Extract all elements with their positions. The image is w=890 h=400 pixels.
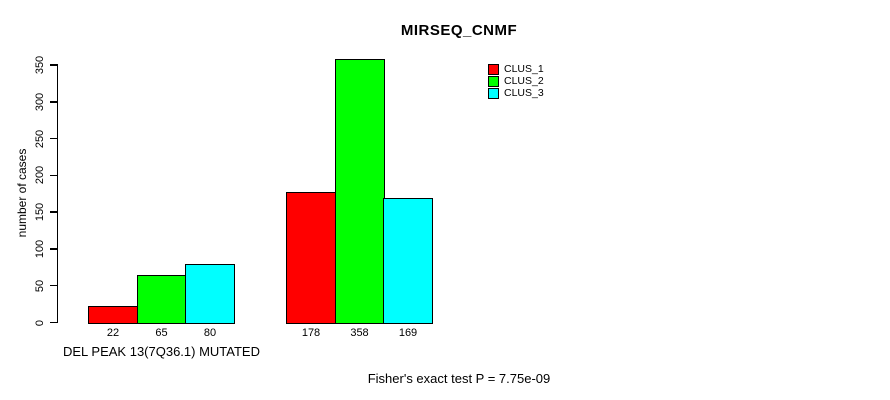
legend: CLUS_1 CLUS_2 CLUS_3 (488, 63, 544, 100)
y-tick (49, 137, 57, 140)
y-tick-label: 0 (34, 319, 46, 326)
y-tick (49, 101, 57, 103)
legend-item-clus_1: CLUS_1 (488, 63, 544, 75)
legend-label: CLUS_2 (504, 75, 544, 88)
y-tick (49, 64, 57, 66)
bar-value-label: 65 (155, 327, 168, 339)
bar-value-label: 169 (398, 327, 418, 339)
legend-swatch-icon (488, 75, 499, 87)
y-tick-label: 100 (34, 239, 46, 259)
legend-label: CLUS_3 (504, 87, 544, 100)
y-tick (49, 321, 57, 324)
y-tick-label: 250 (34, 129, 46, 148)
legend-swatch-icon (488, 63, 499, 75)
bar-clus_3-group2 (383, 198, 433, 324)
y-axis-line (56, 64, 58, 324)
bar-value-label: 178 (301, 327, 321, 339)
legend-swatch-icon (488, 87, 499, 99)
y-tick (49, 211, 57, 213)
legend-label: CLUS_1 (504, 63, 544, 76)
chart-title: MIRSEQ_CNMF (400, 22, 518, 39)
bar-clus_2-group1 (136, 274, 187, 324)
bar-clus_2-group2 (334, 59, 385, 324)
legend-item-clus_2: CLUS_2 (488, 75, 544, 87)
y-tick (49, 174, 57, 177)
x-group-label: DEL PEAK 13(7Q36.1) MUTATED (63, 344, 260, 359)
y-axis-title: number of cases (15, 148, 29, 238)
y-tick-label: 150 (34, 202, 46, 222)
bar-value-label: 80 (203, 327, 217, 339)
legend-item-clus_3: CLUS_3 (488, 87, 544, 99)
bar-value-label: 22 (106, 327, 120, 339)
fisher-test-annotation: Fisher's exact test P = 7.75e-09 (367, 371, 551, 386)
y-tick-label: 350 (34, 55, 46, 75)
y-tick (49, 284, 57, 287)
bar-clus_1-group1 (88, 306, 138, 324)
y-tick-label: 200 (34, 166, 46, 185)
y-tick-label: 50 (34, 279, 46, 292)
y-tick (49, 248, 57, 250)
bar-clus_3-group1 (185, 263, 235, 324)
bar-clus_1-group2 (286, 191, 336, 324)
y-tick-label: 300 (34, 92, 46, 111)
bar-value-label: 358 (350, 327, 369, 339)
